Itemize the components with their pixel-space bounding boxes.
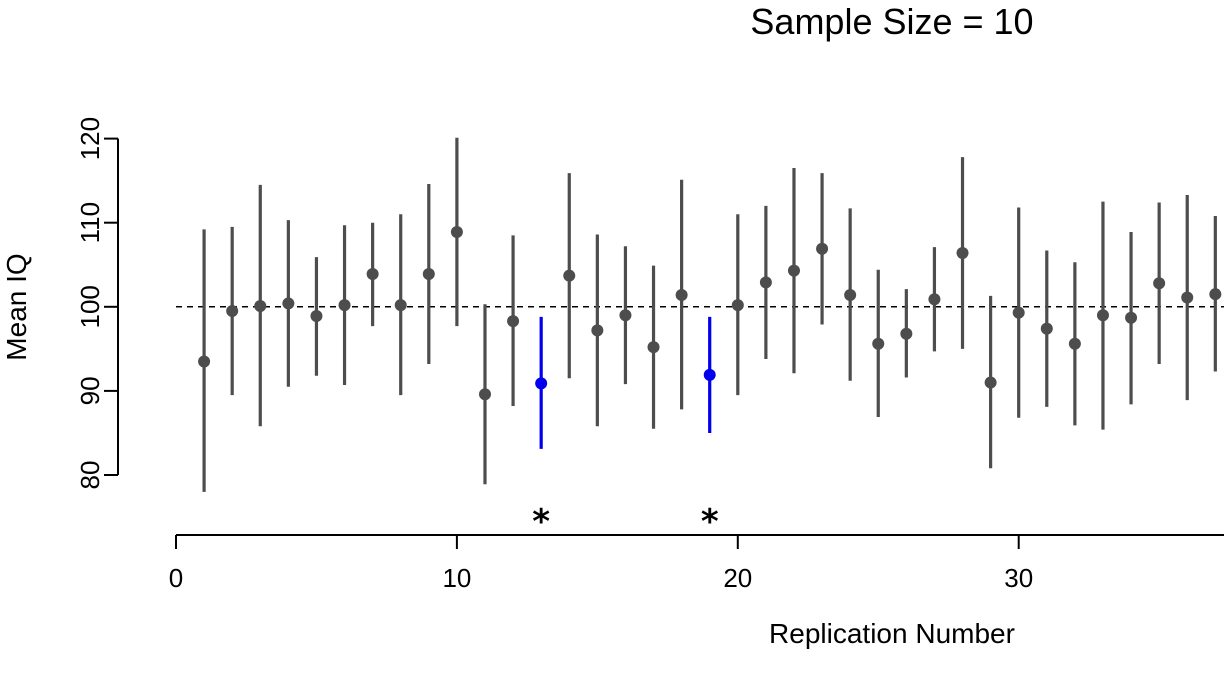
- mean-point: [703, 368, 716, 381]
- mean-point: [816, 242, 829, 255]
- mean-point: [591, 324, 604, 337]
- y-tick-group: 80 90 100 110 120: [75, 117, 118, 490]
- mean-point: [1012, 306, 1025, 319]
- x-tick-label: 0: [169, 563, 183, 593]
- mean-point: [872, 337, 885, 350]
- mean-point: [900, 327, 913, 340]
- y-tick-label: 100: [75, 285, 105, 328]
- mean-point: [1153, 277, 1166, 290]
- mean-point: [984, 376, 997, 389]
- mean-point: [394, 299, 407, 312]
- x-axis: 0 10 20 30: [169, 534, 1224, 593]
- x-tick-group: 0 10 20 30: [169, 535, 1033, 593]
- mean-point: [759, 276, 772, 289]
- miss-marker: *: [701, 502, 719, 542]
- mean-point: [282, 297, 295, 310]
- mean-point: [1068, 337, 1081, 350]
- x-tick-label: 30: [1004, 563, 1033, 593]
- mean-point: [675, 289, 688, 302]
- mean-point: [507, 315, 520, 328]
- mean-point: [1125, 311, 1138, 324]
- mean-point: [844, 289, 857, 302]
- mean-point: [310, 310, 323, 323]
- mean-point: [787, 264, 800, 277]
- mean-point: [731, 299, 744, 312]
- chart-title: Sample Size = 10: [750, 1, 1033, 42]
- mean-point: [563, 269, 576, 282]
- mean-point: [1209, 288, 1222, 301]
- mean-point: [198, 355, 211, 368]
- mean-point: [1040, 322, 1053, 335]
- y-tick-label: 80: [75, 461, 105, 490]
- y-tick-label: 110: [75, 202, 105, 243]
- interval-group: [198, 137, 1222, 492]
- mean-point: [226, 305, 239, 318]
- mean-point: [535, 377, 548, 390]
- x-tick-label: 20: [723, 563, 752, 593]
- mean-point: [956, 246, 969, 259]
- x-tick-label: 10: [442, 563, 471, 593]
- mean-point: [928, 293, 941, 306]
- y-tick-label: 90: [75, 376, 105, 405]
- mean-point: [366, 268, 379, 281]
- mean-point: [1096, 309, 1109, 322]
- mean-point: [450, 225, 463, 238]
- mean-point: [647, 341, 660, 354]
- y-axis-label: Mean IQ: [1, 253, 32, 360]
- mean-point: [478, 388, 491, 401]
- miss-marker: *: [532, 502, 550, 542]
- mean-point: [254, 299, 267, 312]
- y-axis: 80 90 100 110 120: [75, 117, 119, 490]
- mean-point: [422, 268, 435, 281]
- mean-point: [619, 309, 632, 322]
- mean-point: [338, 299, 351, 312]
- mean-point: [1181, 291, 1194, 304]
- x-axis-label: Replication Number: [769, 618, 1015, 649]
- y-tick-label: 120: [75, 117, 105, 160]
- miss-marker-group: * *: [532, 502, 719, 542]
